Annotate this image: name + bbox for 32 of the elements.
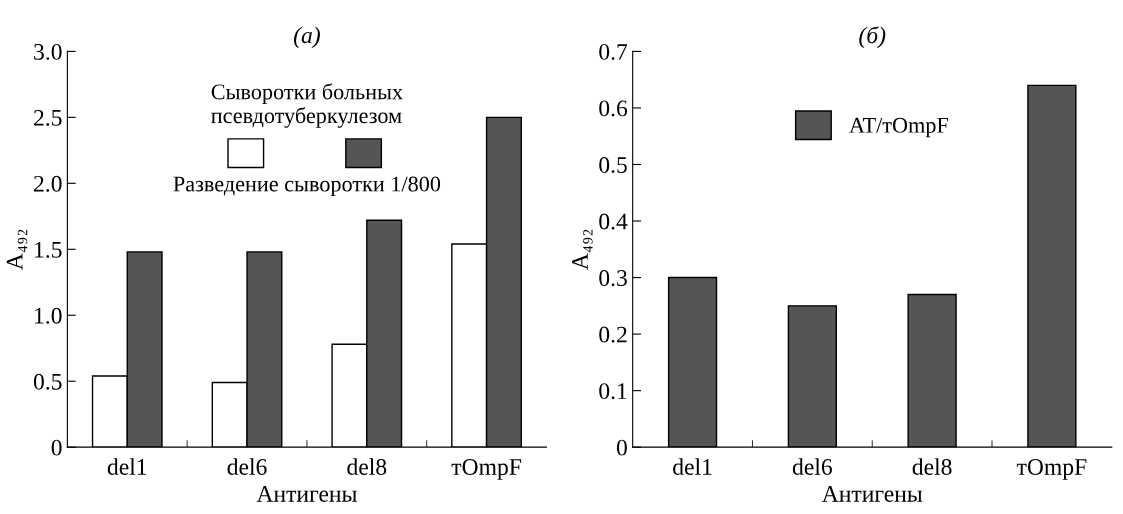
y-tick-label: 0.5 [599,156,627,174]
y-tick-label: 0.6 [599,100,628,117]
y-tick-label: 0.7 [599,43,628,60]
x-tick-label: del1 [107,458,147,475]
y-tick-label: 0 [616,439,627,456]
y-tick-label: 0.5 [33,373,62,390]
y-tick-label: 2.5 [34,109,62,126]
x-tick-label: тOmpF [451,459,522,480]
x-tick-label: del1 [673,458,712,475]
y-tick-label: 0.3 [599,270,627,287]
y-tick-label: 0.4 [599,213,628,230]
y-tick-label: 2.0 [34,175,62,192]
annotation: Разведение сыворотки 1/800 [173,176,441,197]
y-tick-label: 1.0 [35,307,62,324]
x-tick-label: del6 [227,458,267,475]
y-axis-title: A₄₉₂ [572,229,593,270]
x-axis-title: Антигены [256,486,357,502]
legend-title: Сыворотки больных псевдотуберкулезом [211,83,403,128]
x-tick-label: del6 [792,458,832,475]
y-tick-label: 3.0 [34,43,62,60]
y-axis-title: A₄₉₂ [6,229,28,270]
x-axis-title: Антигены [821,486,923,502]
legend-label: AT/тOmpF [849,117,949,138]
x-tick-label: тOmpF [1016,459,1087,480]
y-tick-label: 0.1 [599,383,627,400]
y-tick-label: 0 [51,439,62,456]
chart-title: (б) [859,26,886,49]
x-tick-label: del8 [912,458,952,475]
chart-title: (а) [293,26,320,49]
y-tick-label: 0.2 [599,326,627,343]
x-tick-label: del8 [347,458,387,475]
y-tick-label: 1.5 [35,241,62,258]
